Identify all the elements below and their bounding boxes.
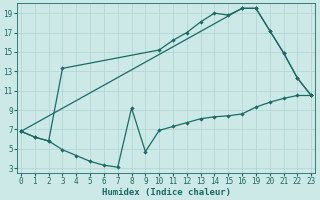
X-axis label: Humidex (Indice chaleur): Humidex (Indice chaleur) [102, 188, 231, 197]
